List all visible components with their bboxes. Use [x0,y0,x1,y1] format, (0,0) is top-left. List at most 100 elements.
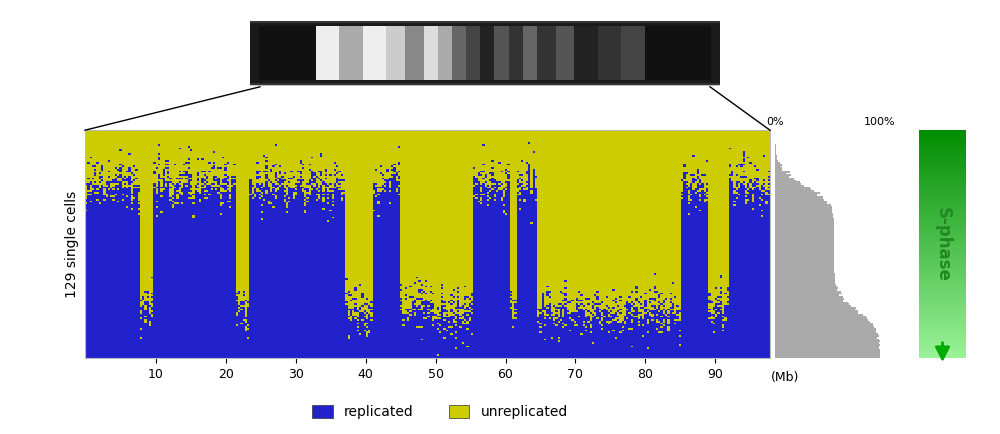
Bar [919,235,966,236]
Bar [919,269,966,270]
Bar [919,311,966,312]
Bar [775,296,843,298]
Bar [919,307,966,308]
Bar [775,270,834,272]
Bar [919,291,966,292]
Bar [775,293,842,295]
Bar [919,281,966,282]
Bar [919,293,966,294]
Bar [919,342,966,343]
Bar [919,236,966,237]
Bar [919,161,966,162]
Y-axis label: 129 single cells: 129 single cells [65,191,79,298]
Bar [919,282,966,283]
Bar [919,327,966,329]
Bar [775,178,794,180]
Bar [424,26,438,80]
Bar [919,292,966,293]
Bar [494,26,509,80]
Bar [919,191,966,192]
Bar [919,347,966,348]
Bar [919,218,966,219]
Bar [775,277,835,279]
Bar [919,345,966,347]
Bar [919,296,966,298]
Bar [775,307,856,309]
Text: (Mb): (Mb) [771,371,800,384]
Bar [775,227,834,229]
Bar [919,205,966,207]
Bar [775,180,796,181]
Bar [919,199,966,200]
Bar [316,26,339,80]
Bar [919,132,966,134]
Bar [775,319,868,321]
Bar [919,152,966,153]
Bar [919,294,966,296]
Bar [775,286,837,287]
Bar [509,26,523,80]
Bar [775,158,777,160]
Bar [919,225,966,226]
Bar [775,339,879,340]
Bar [775,185,804,187]
Bar [919,276,966,277]
Bar [919,268,966,269]
Bar [919,308,966,309]
Bar [919,153,966,154]
Bar [775,155,777,157]
Bar [919,331,966,332]
Bar [919,146,966,147]
Bar [775,323,873,325]
Bar [919,172,966,174]
Bar [919,193,966,194]
Bar [919,186,966,187]
Bar [919,325,966,326]
Bar [775,259,834,261]
Bar [919,323,966,324]
Bar [775,243,834,245]
Bar [775,241,834,243]
Bar [919,204,966,205]
Bar [919,355,966,356]
Bar [775,199,824,201]
Bar [919,284,966,285]
Bar [919,159,966,160]
Bar [775,335,879,337]
Bar [919,315,966,316]
Bar [775,151,776,153]
Bar [919,212,966,214]
Bar [919,340,966,341]
Bar [919,303,966,305]
Bar [919,164,966,165]
Bar [775,233,834,234]
Bar [919,184,966,185]
Bar [919,287,966,289]
Bar [480,26,494,80]
Bar [645,26,711,80]
Bar [775,194,817,196]
Bar [919,195,966,196]
Bar [775,344,880,346]
Bar [775,215,833,217]
Bar [775,145,776,146]
Bar [919,266,966,267]
Bar [919,224,966,225]
Bar [919,318,966,319]
Bar [775,279,834,280]
Bar [919,160,966,161]
Bar [919,290,966,291]
Bar [919,356,966,357]
Bar [775,252,834,254]
Bar [775,298,844,300]
Bar [919,319,966,320]
Bar [775,326,874,328]
Bar [438,26,452,80]
Bar [919,305,966,306]
Bar [919,233,966,234]
Bar [919,144,966,145]
Bar [775,345,879,348]
Bar [775,294,839,296]
Bar [919,165,966,167]
Bar [775,351,880,353]
